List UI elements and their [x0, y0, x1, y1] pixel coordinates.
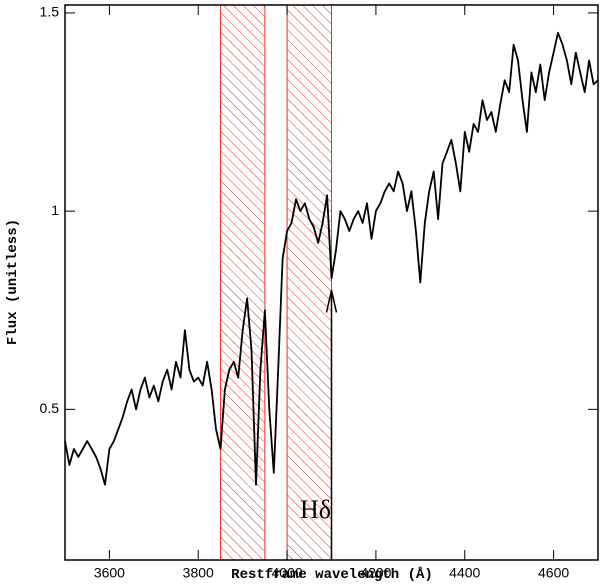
- y-tick-label: 1.5: [40, 4, 60, 20]
- shaded-region: [286, 4, 333, 561]
- y-axis-label: Flux (unitless): [5, 219, 21, 345]
- y-tick-label: 1: [51, 202, 59, 218]
- annotation-text: Hδ: [300, 495, 331, 524]
- x-tick-label: 4400: [449, 565, 480, 581]
- x-axis-label: Restframe wavelength (Å): [231, 566, 433, 583]
- shaded-region: [219, 4, 266, 561]
- x-tick-label: 3800: [183, 565, 214, 581]
- x-tick-label: 4600: [538, 565, 569, 581]
- annotation-arrow: [325, 290, 338, 313]
- spectrum-line: [64, 31, 599, 486]
- x-tick-label: 3600: [94, 565, 125, 581]
- y-tick-label: 0.5: [40, 400, 60, 416]
- x-tick-label: 4000: [272, 565, 303, 581]
- x-tick-label: 4200: [360, 565, 391, 581]
- plot-frame: [64, 4, 599, 561]
